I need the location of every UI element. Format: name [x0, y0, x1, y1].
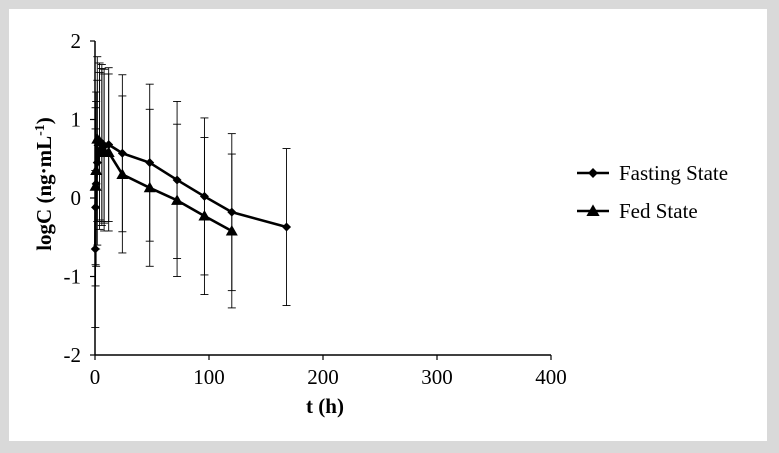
chart-frame: -2 -1 0 1 2 0 100 200 300 400 t (h) logC (ng·mL-1) … — [9, 9, 767, 441]
fed-state-line — [94, 137, 233, 233]
y-tick-label: 0 — [71, 186, 82, 210]
x-tick-label: 0 — [90, 365, 101, 389]
fasting-state-point — [227, 207, 237, 217]
legend: Fasting State Fed State — [577, 161, 728, 223]
x-tick-label: 100 — [193, 365, 225, 389]
error-bars-group — [91, 56, 291, 328]
fasting-state-line — [93, 141, 287, 250]
fasting-state-point — [90, 244, 100, 254]
series-group — [89, 133, 292, 254]
y-tick-label: 2 — [71, 29, 82, 53]
y-tick-label: -2 — [64, 343, 82, 367]
fed-state-point — [225, 224, 238, 236]
fasting-state-point — [199, 191, 209, 201]
fed-state-point — [102, 146, 115, 157]
axes-group: -2 -1 0 1 2 0 100 200 300 400 t (h) logC (ng·mL-1) — [32, 29, 567, 418]
fed-state-point — [89, 180, 102, 191]
y-tick-label: -1 — [64, 265, 82, 289]
fasting-state-point — [117, 148, 127, 158]
y-tick-label: 1 — [71, 108, 82, 132]
x-axis-title: t (h) — [306, 394, 344, 418]
fed-state-point — [90, 164, 103, 176]
fasting-state-point — [104, 140, 114, 150]
fasting-state-point — [91, 202, 101, 212]
fed-state-point — [171, 194, 184, 205]
x-tick-label: 200 — [307, 365, 339, 389]
fasting-state-point — [172, 175, 182, 185]
legend-fasting-state-marker — [588, 168, 598, 178]
fed-state-point — [198, 210, 211, 221]
fasting-state-point — [282, 222, 292, 232]
legend-fed-state-label: Fed State — [619, 199, 698, 223]
fed-state-point — [143, 181, 156, 193]
x-tick-label: 300 — [421, 365, 453, 389]
fasting-state-point — [145, 158, 155, 168]
fed-state-point — [116, 168, 129, 179]
legend-fed-state-marker — [586, 204, 600, 216]
legend-fasting-state-label: Fasting State — [619, 161, 728, 185]
x-tick-label: 400 — [535, 365, 567, 389]
y-axis-title: logC (ng·mL-1) — [32, 117, 56, 251]
